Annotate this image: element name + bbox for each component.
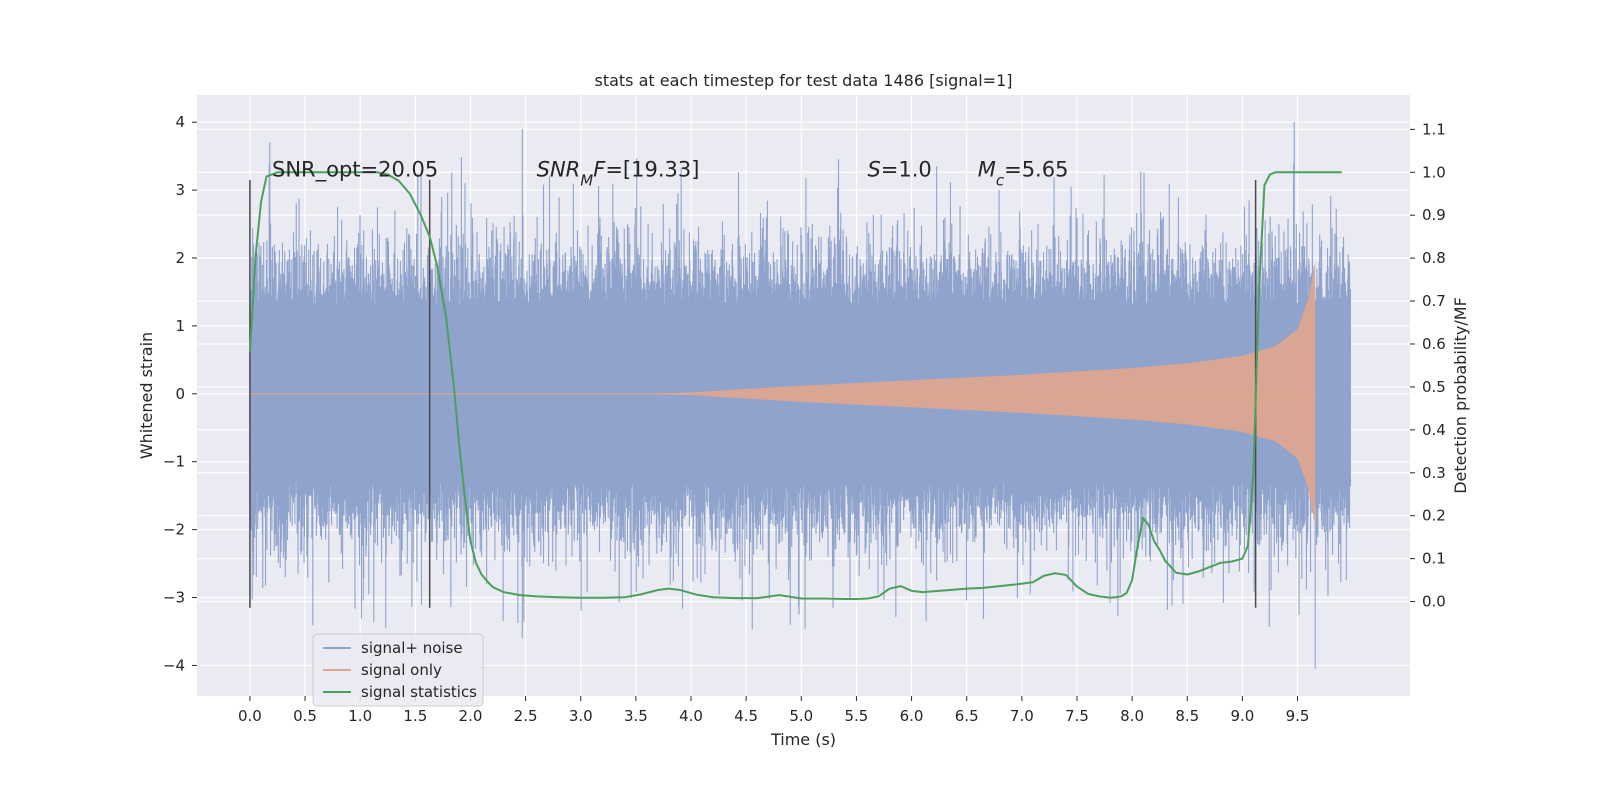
y-right-tick-label: 1.0 (1422, 163, 1446, 181)
x-tick-label: 1.5 (403, 707, 427, 725)
x-tick-label: 9.5 (1286, 707, 1310, 725)
y-right-tick-label: 0.0 (1422, 593, 1446, 611)
x-tick-label: 6.5 (955, 707, 979, 725)
x-tick-label: 2.0 (459, 707, 483, 725)
y-tick-label: 4 (175, 113, 185, 131)
x-tick-label: 9.0 (1230, 707, 1254, 725)
series-signal-only (249, 261, 1316, 527)
y-right-tick-label: 0.4 (1422, 421, 1446, 439)
axes: 0.0 0.5 1.0 1.5 2.0 2.5 3.0 3.5 4.0 4.5 5.0 5.5 6.0 6… (163, 113, 1446, 725)
y-right-tick-label: 0.8 (1422, 249, 1446, 267)
x-tick-label: 8.0 (1120, 707, 1144, 725)
annotation: S=1.0 (867, 157, 931, 181)
y-tick-label: −3 (163, 589, 185, 607)
y-tick-label: −4 (163, 656, 185, 674)
x-tick-label: 6.0 (900, 707, 924, 725)
annotation: SNRMF=[19.33] (537, 157, 700, 189)
y-tick-label: 1 (175, 317, 185, 335)
annotation: SNR_opt=20.05 (272, 157, 438, 182)
y-tick-label: 3 (175, 181, 185, 199)
y-right-tick-label: 0.3 (1422, 464, 1446, 482)
y-right-tick-label: 0.1 (1422, 550, 1446, 568)
x-tick-label: 0.0 (238, 707, 262, 725)
annotations: SNR_opt=20.05 SNRMF=[19.33] S=1.0 Mc=5.65 (272, 157, 1068, 189)
y-tick-label: −1 (163, 453, 185, 471)
legend-entry: signal statistics (361, 683, 477, 701)
y-right-tick-label: 0.5 (1422, 378, 1446, 396)
series-signal-statistics (248, 171, 1342, 600)
x-tick-label: 7.5 (1065, 707, 1089, 725)
legend-entry: signal+ noise (361, 639, 463, 657)
legend-entry: signal only (361, 661, 442, 679)
y-right-tick-label: 0.7 (1422, 292, 1446, 310)
x-tick-label: 3.0 (569, 707, 593, 725)
y-tick-label: −2 (163, 521, 185, 539)
statistics-line (248, 171, 1342, 600)
y-right-tick-label: 0.9 (1422, 206, 1446, 224)
chart-title: stats at each timestep for test data 148… (594, 71, 1012, 90)
x-tick-label: 3.5 (624, 707, 648, 725)
y-tick-label: 2 (175, 249, 185, 267)
y-right-tick-label: 1.1 (1422, 120, 1446, 138)
y-axis-label: Whitened strain (137, 332, 156, 459)
annotation: Mc=5.65 (978, 157, 1069, 189)
x-tick-label: 4.5 (734, 707, 758, 725)
y-axis-right-label: Detection probability/MF (1451, 297, 1470, 494)
y-right-tick-label: 0.2 (1422, 507, 1446, 525)
x-tick-label: 4.0 (679, 707, 703, 725)
x-tick-label: 5.0 (789, 707, 813, 725)
y-right-tick-label: 0.6 (1422, 335, 1446, 353)
x-tick-label: 0.5 (293, 707, 317, 725)
x-tick-label: 5.5 (845, 707, 869, 725)
legend: signal+ noise signal only signal statistic… (312, 633, 484, 707)
legend-box (312, 633, 484, 707)
x-tick-label: 1.0 (348, 707, 372, 725)
x-tick-label: 7.0 (1010, 707, 1034, 725)
x-tick-label: 8.5 (1175, 707, 1199, 725)
x-axis-label: Time (s) (770, 730, 836, 749)
y-tick-label: 0 (175, 385, 185, 403)
x-tick-label: 2.5 (514, 707, 538, 725)
